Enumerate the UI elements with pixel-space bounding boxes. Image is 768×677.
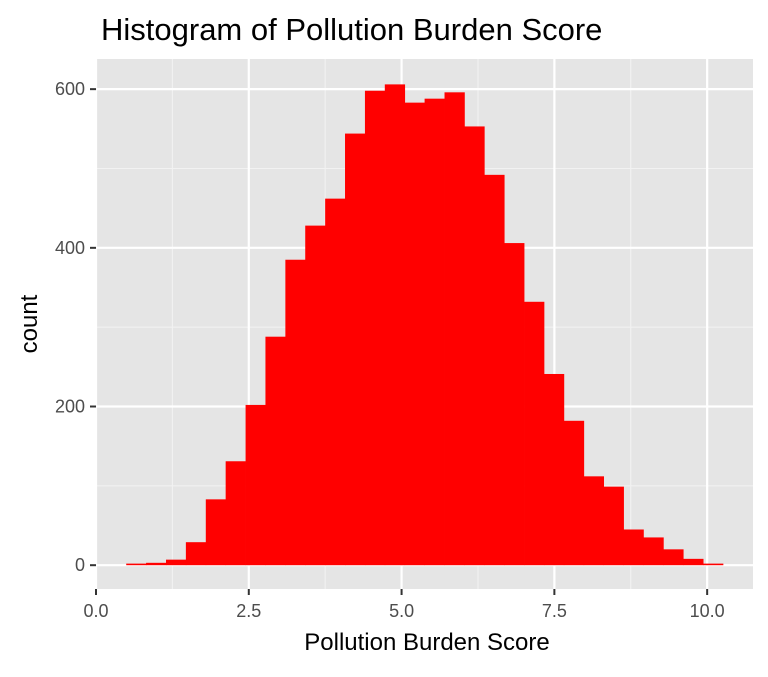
histogram-bar bbox=[563, 420, 585, 566]
y-axis-title: count bbox=[16, 294, 43, 353]
histogram-bar bbox=[484, 174, 505, 566]
histogram-bar bbox=[265, 336, 286, 566]
histogram-bar bbox=[603, 486, 624, 566]
histogram-bar bbox=[703, 563, 724, 566]
histogram-bar bbox=[146, 562, 167, 566]
histogram-bar bbox=[185, 542, 207, 566]
histogram-bar bbox=[524, 301, 545, 566]
x-axis: 0.0 2.5 5.0 7.5 10.0 bbox=[83, 589, 725, 621]
histogram-bar bbox=[683, 558, 704, 566]
y-axis: 0 200 400 600 bbox=[55, 79, 96, 575]
histogram-bar bbox=[245, 404, 266, 566]
histogram-bar bbox=[305, 225, 326, 566]
y-tick-label: 0 bbox=[75, 555, 85, 575]
histogram-bars bbox=[126, 84, 724, 566]
y-tick-label: 600 bbox=[55, 79, 85, 99]
histogram-bar bbox=[663, 549, 684, 566]
histogram-bar bbox=[444, 92, 465, 566]
y-tick-label: 400 bbox=[55, 238, 85, 258]
chart-title: Histogram of Pollution Burden Score bbox=[101, 12, 602, 47]
histogram-bar bbox=[325, 198, 346, 566]
histogram-bar bbox=[364, 90, 386, 566]
histogram-bar bbox=[424, 98, 445, 566]
histogram-bar bbox=[404, 102, 425, 566]
histogram-bar bbox=[225, 461, 246, 566]
x-axis-title: Pollution Burden Score bbox=[304, 629, 549, 656]
x-tick-label: 7.5 bbox=[542, 601, 567, 621]
x-tick-label: 2.5 bbox=[236, 601, 261, 621]
x-tick-label: 10.0 bbox=[690, 601, 725, 621]
histogram-bar bbox=[126, 563, 147, 566]
x-tick-label: 5.0 bbox=[389, 601, 414, 621]
histogram-bar bbox=[543, 373, 565, 566]
x-tick-label: 0.0 bbox=[83, 601, 108, 621]
histogram-bar bbox=[504, 243, 525, 566]
histogram-bar bbox=[464, 126, 485, 566]
histogram-bar bbox=[623, 529, 644, 566]
histogram-bar bbox=[166, 559, 187, 566]
histogram-bar bbox=[345, 133, 366, 566]
y-tick-label: 200 bbox=[55, 397, 85, 417]
histogram-bar bbox=[643, 537, 664, 566]
histogram-bar bbox=[205, 499, 227, 566]
histogram-bar bbox=[583, 476, 605, 566]
histogram-bar bbox=[285, 259, 306, 566]
histogram-bar bbox=[384, 84, 406, 566]
